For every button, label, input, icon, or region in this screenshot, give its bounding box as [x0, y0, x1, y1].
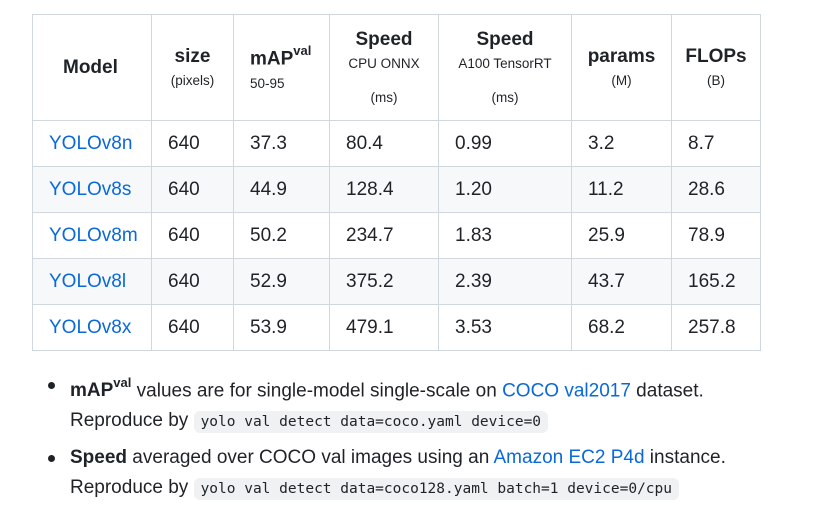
header-speed-cpu-sub: CPU ONNX	[348, 55, 420, 71]
cell-params: 11.2	[571, 166, 672, 213]
cell-flops: 78.9	[671, 212, 761, 259]
note-map-reproduce-label: Reproduce by	[70, 410, 194, 432]
cell-speed-cpu: 234.7	[329, 212, 439, 259]
cell-model: YOLOv8n	[32, 120, 152, 167]
model-link-yolov8n[interactable]: YOLOv8n	[49, 132, 133, 154]
table-row: YOLOv8x 640 53.9 479.1 3.53 68.2 257.8	[32, 304, 761, 351]
header-size-label: size	[174, 45, 211, 67]
note-map: mAPval values are for single-model singl…	[48, 370, 815, 437]
header-model: Model	[32, 14, 152, 121]
header-speed-gpu-unit: (ms)	[491, 89, 519, 105]
bullet-icon	[48, 382, 55, 389]
cell-map: 53.9	[233, 304, 330, 351]
model-link-yolov8m[interactable]: YOLOv8m	[49, 224, 138, 246]
header-size-unit: (pixels)	[170, 72, 215, 88]
header-map-range: 50-95	[250, 75, 285, 91]
table-row: YOLOv8s 640 44.9 128.4 1.20 11.2 28.6	[32, 166, 761, 213]
cell-map: 37.3	[233, 120, 330, 167]
cell-size: 640	[151, 212, 234, 259]
cell-speed-cpu: 479.1	[329, 304, 439, 351]
table-row: YOLOv8l 640 52.9 375.2 2.39 43.7 165.2	[32, 258, 761, 305]
table-row: YOLOv8n 640 37.3 80.4 0.99 3.2 8.7	[32, 120, 761, 167]
cell-params: 68.2	[571, 304, 672, 351]
cell-params: 43.7	[571, 258, 672, 305]
cell-map: 44.9	[233, 166, 330, 213]
cell-flops: 165.2	[671, 258, 761, 305]
note-speed-reproduce-label: Reproduce by	[70, 477, 194, 499]
header-speed-cpu-label: Speed	[355, 28, 413, 50]
header-speed-gpu-label: Speed	[476, 28, 534, 50]
cell-flops: 28.6	[671, 166, 761, 213]
cell-speed-cpu: 128.4	[329, 166, 439, 213]
header-params-label: params	[587, 45, 656, 67]
table-row: YOLOv8m 640 50.2 234.7 1.83 25.9 78.9	[32, 212, 761, 259]
header-flops-unit: (B)	[707, 72, 725, 88]
model-link-yolov8s[interactable]: YOLOv8s	[49, 178, 132, 200]
amazon-ec2-p4d-link[interactable]: Amazon EC2 P4d	[493, 447, 645, 469]
header-speed-cpu-unit: (ms)	[370, 89, 398, 105]
header-speed-gpu: Speed A100 TensorRT (ms)	[438, 14, 572, 121]
coco-val2017-link[interactable]: COCO val2017	[502, 380, 631, 402]
header-params-unit: (M)	[611, 72, 632, 88]
note-speed-code: yolo val detect data=coco128.yaml batch=…	[193, 478, 679, 501]
cell-speed-cpu: 375.2	[329, 258, 439, 305]
note-speed-text-after: instance.	[644, 447, 726, 469]
cell-map: 50.2	[233, 212, 330, 259]
note-map-bold: mAPval	[70, 375, 131, 402]
cell-model: YOLOv8s	[32, 166, 152, 213]
cell-speed-gpu: 2.39	[438, 258, 572, 305]
header-map-label: mAPval	[250, 42, 329, 70]
header-speed-gpu-sub: A100 TensorRT	[458, 55, 552, 71]
cell-size: 640	[151, 304, 234, 351]
note-map-bold-text: mAP	[70, 380, 114, 402]
cell-speed-gpu: 0.99	[438, 120, 572, 167]
cell-speed-cpu: 80.4	[329, 120, 439, 167]
bullet-icon	[48, 455, 55, 463]
header-params: params (M)	[571, 14, 672, 121]
header-speed-cpu: Speed CPU ONNX (ms)	[329, 14, 439, 121]
cell-flops: 8.7	[671, 120, 761, 167]
header-map-sup: val	[293, 43, 312, 59]
cell-model: YOLOv8m	[32, 212, 152, 259]
cell-size: 640	[151, 258, 234, 305]
cell-model: YOLOv8x	[32, 304, 152, 351]
table-header-row: Model size (pixels) mAPval 50-95 Speed C…	[32, 14, 761, 121]
models-table: Model size (pixels) mAPval 50-95 Speed C…	[32, 14, 761, 351]
cell-flops: 257.8	[671, 304, 761, 351]
notes-list: mAPval values are for single-model singl…	[44, 370, 815, 510]
header-map: mAPval 50-95	[233, 14, 330, 121]
note-speed-text-before: averaged over COCO val images using an	[127, 447, 494, 469]
cell-size: 640	[151, 120, 234, 167]
header-map-text: mAP	[250, 48, 294, 70]
cell-speed-gpu: 1.83	[438, 212, 572, 259]
model-link-yolov8x[interactable]: YOLOv8x	[49, 316, 132, 338]
cell-model: YOLOv8l	[32, 258, 152, 305]
cell-size: 640	[151, 166, 234, 213]
cell-params: 3.2	[571, 120, 672, 167]
note-speed-bold: Speed	[70, 447, 128, 469]
note-speed: Speed averaged over COCO val images usin…	[48, 443, 815, 504]
note-map-bold-sup: val	[113, 375, 132, 390]
cell-speed-gpu: 1.20	[438, 166, 572, 213]
header-size: size (pixels)	[151, 14, 234, 121]
cell-params: 25.9	[571, 212, 672, 259]
note-map-text-after: dataset.	[630, 380, 704, 402]
cell-map: 52.9	[233, 258, 330, 305]
header-flops: FLOPs (B)	[671, 14, 761, 121]
model-link-yolov8l[interactable]: YOLOv8l	[49, 270, 127, 292]
header-model-label: Model	[63, 56, 118, 78]
note-map-code: yolo val detect data=coco.yaml device=0	[193, 411, 549, 434]
cell-speed-gpu: 3.53	[438, 304, 572, 351]
note-map-text-before: values are for single-model single-scale…	[131, 380, 503, 402]
header-flops-label: FLOPs	[685, 45, 747, 67]
